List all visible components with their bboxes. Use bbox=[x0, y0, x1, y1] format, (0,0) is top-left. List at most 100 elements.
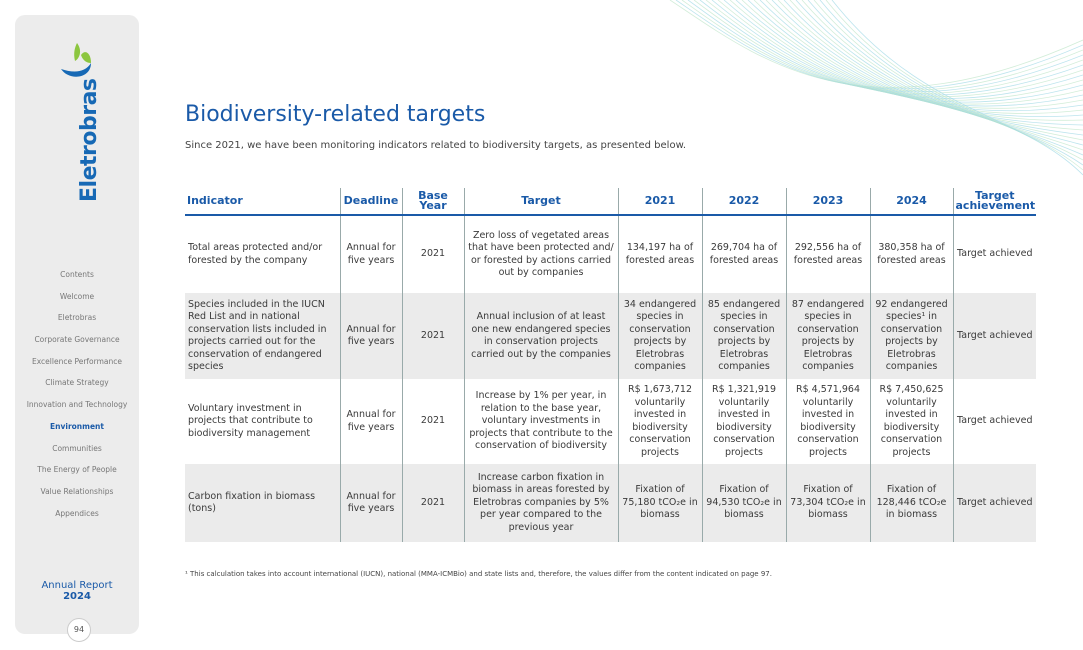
table-cell: R$ 1,321,919 voluntarily invested in bio… bbox=[701, 379, 786, 464]
table-body: Total areas protected and/or forested by… bbox=[185, 215, 1036, 542]
brand: Eletrobras bbox=[77, 78, 102, 202]
nav-item: Eletrobras bbox=[57, 313, 97, 323]
nav-item: Appendices bbox=[55, 508, 99, 518]
table-cell: Annual for five years bbox=[339, 464, 402, 542]
table-cell: Zero loss of vegetated areas that have b… bbox=[463, 215, 618, 293]
column-header: 2023 bbox=[785, 188, 870, 216]
deco-line bbox=[771, 0, 1083, 126]
nav-item: Contents bbox=[60, 270, 94, 279]
table-cell: Carbon fixation in biomass (tons) bbox=[185, 464, 340, 542]
footnote: ¹ This calculation takes into account in… bbox=[185, 570, 772, 578]
column-header: Target achievement bbox=[952, 188, 1036, 216]
year: 2024 bbox=[63, 591, 91, 602]
table-cell: Fixation of 94,530 tCO₂e in biomass bbox=[701, 464, 786, 542]
column-header: Indicator bbox=[185, 188, 340, 216]
deco-line bbox=[687, 0, 1083, 93]
table-cell: Annual for five years bbox=[339, 379, 402, 464]
table-cell: Annual for five years bbox=[339, 293, 402, 379]
column-header: Target bbox=[463, 188, 618, 216]
nav-item: Climate Strategy bbox=[45, 378, 109, 388]
nav-item: Corporate Governance bbox=[34, 335, 120, 345]
deco-line bbox=[723, 0, 1083, 103]
table-cell: 2021 bbox=[401, 293, 464, 379]
table-cell: Target achieved bbox=[952, 464, 1036, 542]
table-cell: 134,197 ha of forested areas bbox=[617, 215, 702, 293]
deco-line bbox=[681, 0, 1083, 91]
table-cell: 292,556 ha of forested areas bbox=[785, 215, 870, 293]
nav-item: Innovation and Technology bbox=[26, 400, 128, 410]
table-cell: Fixation of 128,446 tCO₂e in biomass bbox=[869, 464, 953, 542]
deco-line bbox=[729, 0, 1083, 105]
deco-line bbox=[693, 0, 1083, 94]
deco-line bbox=[825, 0, 1083, 171]
nav: Contents Welcome Eletrobras Corporate Gover… bbox=[15, 267, 139, 527]
table-cell: 85 endangered species in conservation pr… bbox=[701, 293, 786, 379]
table-cell: Increase carbon fixation in biomass in a… bbox=[463, 464, 618, 542]
nav-item: Value Relationships bbox=[40, 486, 114, 496]
deco-line bbox=[831, 0, 1083, 176]
table-cell: Fixation of 73,304 tCO₂e in biomass bbox=[785, 464, 870, 542]
table-cell: 92 endangered species¹ in conservation p… bbox=[869, 293, 953, 379]
table-cell: R$ 4,571,964 voluntarily invested in bio… bbox=[785, 379, 870, 464]
nav-item: Welcome bbox=[59, 291, 95, 301]
deco-line bbox=[807, 0, 1083, 156]
table-cell: Target achieved bbox=[952, 379, 1036, 464]
table-row: Carbon fixation in biomass (tons) Annual … bbox=[185, 464, 1036, 542]
report-label: Annual Report 2024 bbox=[15, 580, 139, 602]
deco-line bbox=[753, 0, 1083, 114]
page-number: 94 bbox=[67, 618, 91, 642]
table-row: Total areas protected and/or forested by… bbox=[185, 215, 1036, 293]
table-cell: Target achieved bbox=[952, 293, 1036, 379]
deco-line bbox=[813, 0, 1083, 161]
deco-line bbox=[777, 0, 1083, 131]
deco-line bbox=[765, 0, 1083, 121]
column-header: 2024 bbox=[869, 188, 953, 216]
table-cell: 380,358 ha of forested areas bbox=[869, 215, 953, 293]
deco-line bbox=[759, 0, 1083, 118]
table-cell: 2021 bbox=[401, 215, 464, 293]
deco-line bbox=[783, 0, 1083, 136]
column-header: 2021 bbox=[617, 188, 702, 216]
table-cell: 2021 bbox=[401, 464, 464, 542]
table-cell: Target achieved bbox=[952, 215, 1036, 293]
table-cell: Fixation of 75,180 tCO₂e in biomass bbox=[617, 464, 702, 542]
table-cell: 269,704 ha of forested areas bbox=[701, 215, 786, 293]
nav-item: The Energy of People bbox=[37, 465, 117, 475]
column-header: Base Year bbox=[401, 188, 464, 216]
table-cell: 2021 bbox=[401, 379, 464, 464]
header-row: Indicator Deadline Base Year Target 2021 2022… bbox=[185, 188, 1036, 216]
deco-line bbox=[801, 0, 1083, 151]
table-cell: Increase by 1% per year, in relation to … bbox=[463, 379, 618, 464]
sidebar: Eletrobras Contents Welcome Eletrobras Corp… bbox=[15, 15, 139, 642]
table-row: Voluntary investment in projects that co… bbox=[185, 379, 1036, 464]
subtitle: Since 2021, we have been monitoring indi… bbox=[185, 140, 687, 151]
table-cell: Total areas protected and/or forested by… bbox=[188, 242, 323, 266]
title: Biodiversity-related targets bbox=[185, 102, 486, 127]
nav-item: Communities bbox=[52, 443, 102, 453]
deco-line bbox=[735, 0, 1083, 107]
logo-mark bbox=[61, 43, 91, 77]
table-cell: R$ 7,450,625 voluntarily invested in bio… bbox=[869, 379, 953, 464]
table-cell: 87 endangered species in conservation pr… bbox=[785, 293, 870, 379]
table-cell: Annual for five years bbox=[339, 215, 402, 293]
table-row: Species included in the IUCN Red List an… bbox=[185, 293, 1036, 379]
table-cell: 34 endangered species in conservation pr… bbox=[617, 293, 702, 379]
table-cell: R$ 1,673,712 voluntarily invested in bio… bbox=[617, 379, 702, 464]
decoration bbox=[669, 0, 1083, 176]
column-header: Deadline bbox=[339, 188, 402, 216]
table-cell: Annual inclusion of at least one new end… bbox=[463, 293, 618, 379]
report: Annual Report bbox=[41, 580, 113, 591]
nav-item: Excellence Performance bbox=[32, 356, 122, 366]
deco-line bbox=[795, 0, 1083, 146]
deco-line bbox=[819, 0, 1083, 166]
column-header: 2022 bbox=[701, 188, 786, 216]
deco-line bbox=[741, 0, 1083, 109]
table-cell: Voluntary investment in projects that co… bbox=[188, 402, 313, 439]
nav-item: Environment bbox=[50, 421, 104, 431]
table-cell: Species included in the IUCN Red List an… bbox=[185, 293, 340, 379]
deco-line bbox=[747, 0, 1083, 112]
deco-line bbox=[669, 0, 1083, 88]
table: Indicator Deadline Base Year Target 2021 2022… bbox=[185, 188, 1036, 542]
deco-line bbox=[789, 0, 1083, 141]
